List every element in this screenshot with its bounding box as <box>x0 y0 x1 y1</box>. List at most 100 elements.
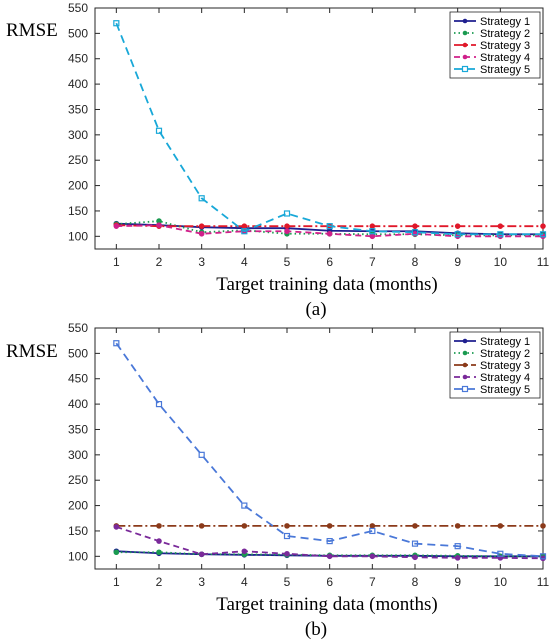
data-point <box>412 230 418 237</box>
data-point <box>540 523 546 529</box>
y-tick-label: 100 <box>68 229 88 243</box>
data-point <box>411 229 419 236</box>
data-point <box>369 553 376 560</box>
x-tick-label: 6 <box>326 575 333 589</box>
y-tick-label: 250 <box>68 153 88 167</box>
data-point <box>326 223 333 230</box>
legend-item: Strategy 4 <box>454 372 530 384</box>
legend-label: Strategy 2 <box>480 348 530 360</box>
data-point <box>156 222 162 228</box>
x-tick-label: 3 <box>198 575 205 589</box>
x-axis-label: Target training data (months) <box>216 594 438 615</box>
panel-caption: (b) <box>305 619 327 640</box>
data-point <box>284 523 290 529</box>
legend-item: Strategy 3 <box>454 360 530 372</box>
legend-marker <box>462 362 468 368</box>
y-axis-label: RMSE <box>6 341 58 362</box>
data-point <box>539 553 547 560</box>
panel-caption: (a) <box>305 299 326 320</box>
data-point <box>283 532 291 540</box>
data-point <box>113 223 120 229</box>
x-axis-label: Target training data (months) <box>216 274 438 295</box>
data-point <box>241 502 248 509</box>
y-tick-label: 150 <box>68 204 88 218</box>
data-point <box>155 401 163 408</box>
series-line <box>115 22 543 236</box>
data-point <box>156 523 162 529</box>
series-line <box>116 526 544 560</box>
data-point <box>113 20 120 27</box>
y-tick-label: 350 <box>68 422 88 436</box>
legend-item: Strategy 1 <box>454 16 530 28</box>
data-point <box>497 223 504 229</box>
legend-item: Strategy 4 <box>454 52 530 64</box>
data-point <box>326 230 333 237</box>
data-point <box>454 231 461 238</box>
y-tick-label: 300 <box>68 448 88 462</box>
data-point <box>113 524 120 530</box>
x-tick-label: 2 <box>156 255 163 269</box>
y-tick-label: 550 <box>68 321 88 335</box>
legend-marker <box>461 385 469 393</box>
series-line <box>116 220 543 237</box>
x-tick-label: 5 <box>284 575 291 589</box>
data-point <box>156 549 162 556</box>
x-tick-label: 7 <box>369 255 376 269</box>
legend-item: Strategy 3 <box>454 40 530 52</box>
plot-frame <box>94 327 544 570</box>
data-point <box>411 540 419 547</box>
legend-item: Strategy 1 <box>454 336 530 348</box>
data-point <box>539 231 547 238</box>
data-point <box>454 543 461 550</box>
series-3 <box>113 523 546 529</box>
legend-marker <box>462 18 468 24</box>
y-tick-label: 200 <box>68 499 88 513</box>
x-tick-label: 6 <box>326 255 333 269</box>
data-point <box>198 195 205 202</box>
data-point <box>241 223 248 229</box>
legend-label: Strategy 3 <box>480 40 530 52</box>
data-point <box>454 555 461 561</box>
y-tick-label: 350 <box>68 102 88 116</box>
series-line <box>116 551 543 558</box>
data-point <box>198 551 205 558</box>
x-tick-label: 10 <box>494 255 508 269</box>
legend-marker <box>462 30 468 36</box>
y-tick-label: 100 <box>68 549 88 563</box>
legend-label: Strategy 4 <box>480 52 530 64</box>
data-point <box>283 210 291 217</box>
data-point <box>454 523 461 529</box>
series-5 <box>113 20 547 238</box>
data-point <box>412 223 418 229</box>
legend-marker <box>461 65 469 73</box>
x-tick-label: 2 <box>156 575 163 589</box>
chart-panel-a: 100 150 200 250 300 350 400 450 500 550 1 2 3 4 5 6 7 8 9 1… <box>6 1 550 320</box>
legend-item: Strategy 5 <box>454 384 530 396</box>
x-tick-label: 1 <box>113 575 120 589</box>
data-point <box>113 340 120 347</box>
legend-marker <box>462 374 468 380</box>
legend-label: Strategy 2 <box>480 28 530 40</box>
data-point <box>113 549 120 556</box>
y-tick-label: 550 <box>68 1 88 15</box>
data-point <box>454 223 461 229</box>
data-point <box>326 553 333 560</box>
data-point <box>412 523 418 529</box>
data-point <box>497 550 504 557</box>
y-tick-label: 450 <box>68 52 88 66</box>
legend-marker <box>462 350 468 356</box>
data-point <box>155 127 163 134</box>
data-point <box>326 523 333 529</box>
x-tick-label: 8 <box>412 575 419 589</box>
y-tick-label: 450 <box>68 372 88 386</box>
x-tick-label: 8 <box>412 255 419 269</box>
y-tick-label: 400 <box>68 397 88 411</box>
legend-marker <box>462 54 468 60</box>
y-tick-label: 150 <box>68 524 88 538</box>
y-axis-label: RMSE <box>6 20 58 41</box>
plot-frame <box>94 7 544 250</box>
series-line <box>116 224 543 228</box>
